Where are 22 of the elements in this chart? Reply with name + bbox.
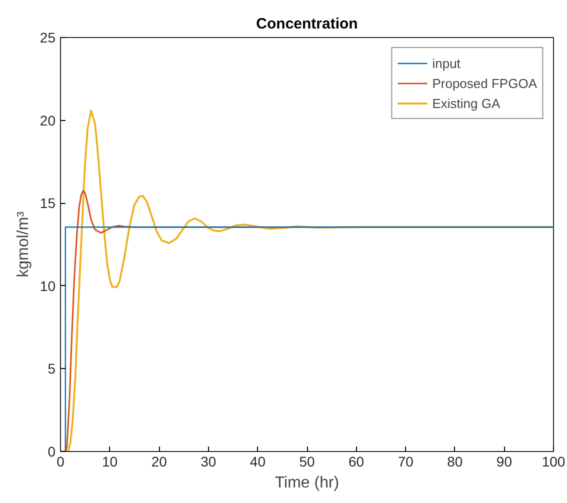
x-tick-label: 60 [348, 454, 364, 470]
legend-label: Proposed FPGOA [432, 76, 537, 90]
y-tick-label: 20 [40, 112, 56, 128]
y-tick-label: 10 [40, 278, 56, 294]
y-tick-label: 5 [48, 360, 56, 377]
y-tick-label: 0 [48, 444, 56, 460]
x-tick-label: 40 [250, 454, 266, 470]
x-axis-title: Time (hr) [274, 474, 340, 492]
x-tick-label: 90 [496, 454, 512, 470]
y-axis-title: kgmol/m³ [14, 210, 32, 278]
y-tick-label: 25 [40, 30, 56, 46]
chart-title: Concentration [256, 16, 358, 32]
x-tick-label: 80 [447, 454, 463, 470]
x-tick-label: 100 [542, 454, 566, 470]
x-tick-label: 30 [200, 454, 216, 470]
x-tick-label: 50 [299, 454, 315, 470]
legend-label: input [432, 56, 460, 70]
x-tick-label: 70 [398, 454, 414, 470]
legend-label: Existing GA [432, 96, 500, 110]
x-tick-label: 10 [102, 454, 118, 470]
y-tick-label: 15 [40, 195, 56, 212]
x-tick-label: 20 [151, 454, 168, 470]
